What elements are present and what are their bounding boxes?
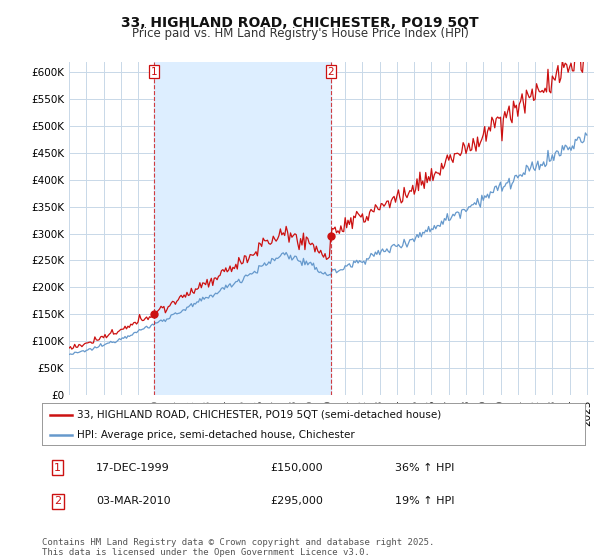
Bar (154, 62, 331, 395)
Text: £150,000: £150,000 (270, 463, 323, 473)
Text: 17-DEC-1999: 17-DEC-1999 (97, 463, 170, 473)
Text: 36% ↑ HPI: 36% ↑ HPI (395, 463, 454, 473)
Text: 19% ↑ HPI: 19% ↑ HPI (395, 496, 454, 506)
Text: 33, HIGHLAND ROAD, CHICHESTER, PO19 5QT: 33, HIGHLAND ROAD, CHICHESTER, PO19 5QT (121, 16, 479, 30)
Text: 2: 2 (328, 67, 334, 77)
Text: Contains HM Land Registry data © Crown copyright and database right 2025.
This d: Contains HM Land Registry data © Crown c… (42, 538, 434, 557)
Text: Price paid vs. HM Land Registry's House Price Index (HPI): Price paid vs. HM Land Registry's House … (131, 27, 469, 40)
Text: 1: 1 (54, 463, 61, 473)
Text: 03-MAR-2010: 03-MAR-2010 (97, 496, 171, 506)
Text: 33, HIGHLAND ROAD, CHICHESTER, PO19 5QT (semi-detached house): 33, HIGHLAND ROAD, CHICHESTER, PO19 5QT … (77, 409, 442, 419)
Text: £295,000: £295,000 (270, 496, 323, 506)
Text: 1: 1 (151, 67, 157, 77)
Text: HPI: Average price, semi-detached house, Chichester: HPI: Average price, semi-detached house,… (77, 430, 355, 440)
Text: 2: 2 (54, 496, 61, 506)
